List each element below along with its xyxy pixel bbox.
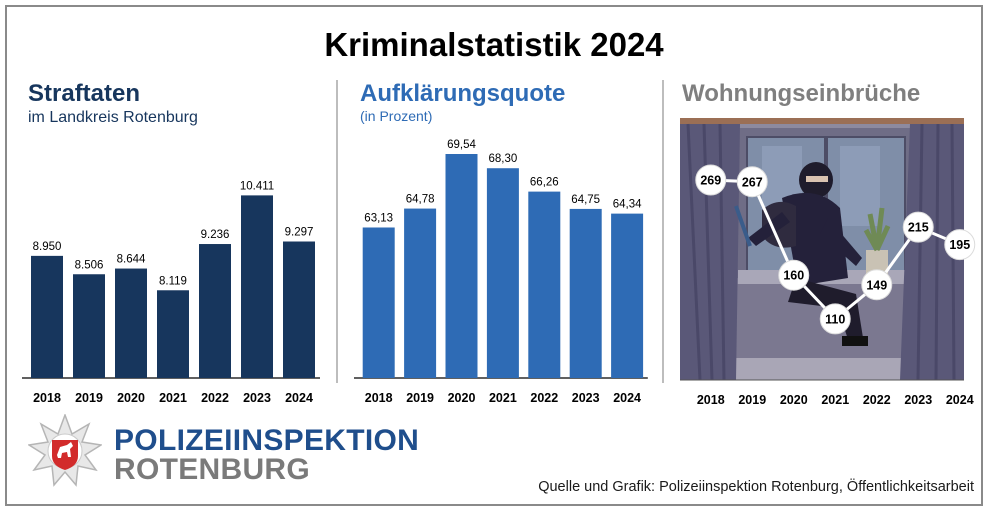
bar-value-label: 66,26 [530, 177, 559, 189]
category-label: 2021 [159, 391, 187, 405]
category-label: 2019 [738, 393, 766, 407]
category-label: 2018 [697, 393, 725, 407]
data-point [778, 259, 810, 291]
divider-2 [662, 80, 664, 383]
category-label: 2022 [863, 393, 891, 407]
bar [486, 168, 519, 378]
bar-value-label: 69,54 [447, 139, 476, 151]
bar-value-label: 8.950 [33, 241, 62, 253]
point-value-label: 195 [949, 238, 970, 252]
divider-1 [336, 80, 338, 383]
category-label: 2018 [365, 391, 393, 405]
bar-value-label: 8.644 [117, 254, 146, 266]
category-label: 2023 [904, 393, 932, 407]
category-label: 2021 [489, 391, 517, 405]
category-label: 2022 [530, 391, 558, 405]
category-label: 2024 [613, 391, 641, 405]
point-value-label: 149 [866, 278, 887, 292]
bar [404, 208, 437, 378]
straftaten-subtitle: im Landkreis Rotenburg [28, 109, 198, 126]
data-point [861, 269, 893, 301]
bar-value-label: 63,13 [364, 212, 393, 224]
category-label: 2018 [33, 391, 61, 405]
data-point [736, 166, 768, 198]
bar [611, 213, 644, 378]
bar-value-label: 68,30 [489, 153, 518, 165]
bar [241, 195, 273, 378]
bar [569, 208, 602, 378]
bar-value-label: 64,78 [406, 194, 435, 206]
category-label: 2019 [406, 391, 434, 405]
bar [362, 227, 395, 378]
category-label: 2020 [117, 391, 145, 405]
category-label: 2021 [821, 393, 849, 407]
page-title: Kriminalstatistik 2024 [324, 26, 664, 63]
quote-subtitle: (in Prozent) [360, 108, 433, 124]
bar-value-label: 9.236 [201, 229, 230, 241]
bar-value-label: 9.297 [285, 227, 314, 239]
bar [445, 154, 478, 378]
source-note: Quelle und Grafik: Polizeiinspektion Rot… [538, 479, 974, 495]
bar-value-label: 10.411 [240, 180, 274, 192]
bar-value-label: 64,75 [571, 194, 600, 206]
category-label: 2023 [572, 391, 600, 405]
data-point [819, 303, 851, 335]
data-point [902, 211, 934, 243]
bar [283, 241, 315, 378]
category-label: 2023 [243, 391, 271, 405]
bar-value-label: 8.506 [75, 259, 104, 271]
bar-value-label: 8.119 [159, 275, 187, 287]
bar [115, 268, 147, 378]
category-label: 2020 [448, 391, 476, 405]
category-label: 2024 [285, 391, 313, 405]
point-value-label: 269 [700, 174, 721, 188]
data-point [695, 164, 727, 196]
logo-line-2: ROTENBURG [114, 453, 311, 486]
point-value-label: 215 [908, 221, 929, 235]
category-label: 2019 [75, 391, 103, 405]
bar [73, 274, 105, 378]
police-star-logo [28, 414, 102, 487]
bar [157, 290, 189, 378]
data-point [944, 229, 976, 261]
bar [528, 191, 561, 378]
bar [31, 255, 63, 378]
bar [199, 244, 231, 378]
category-label: 2020 [780, 393, 808, 407]
quote-title: Aufklärungsquote [360, 80, 566, 107]
point-value-label: 110 [825, 312, 845, 326]
point-value-label: 267 [742, 175, 763, 189]
quote-chart: 63,13 2018 64,78 2019 69,54 2020 68,30 2021 66,2… [354, 139, 648, 405]
category-label: 2024 [946, 393, 974, 407]
einbrueche-chart: 269 2018 267 2019 160 2020 110 2021 149 2022 215 20… [680, 118, 976, 407]
einbrueche-title: Wohnungseinbrüche [682, 80, 921, 107]
straftaten-chart: 8.950 2018 8.506 2019 8.644 2020 8.119 2021 9.23… [22, 180, 320, 405]
straftaten-title: Straftaten [28, 80, 141, 107]
burglar-illustration [680, 118, 964, 381]
category-label: 2022 [201, 391, 229, 405]
logo-line-1: POLIZEIINSPEKTION [114, 424, 420, 457]
point-value-label: 160 [783, 269, 804, 283]
bar-value-label: 64,34 [613, 199, 642, 211]
